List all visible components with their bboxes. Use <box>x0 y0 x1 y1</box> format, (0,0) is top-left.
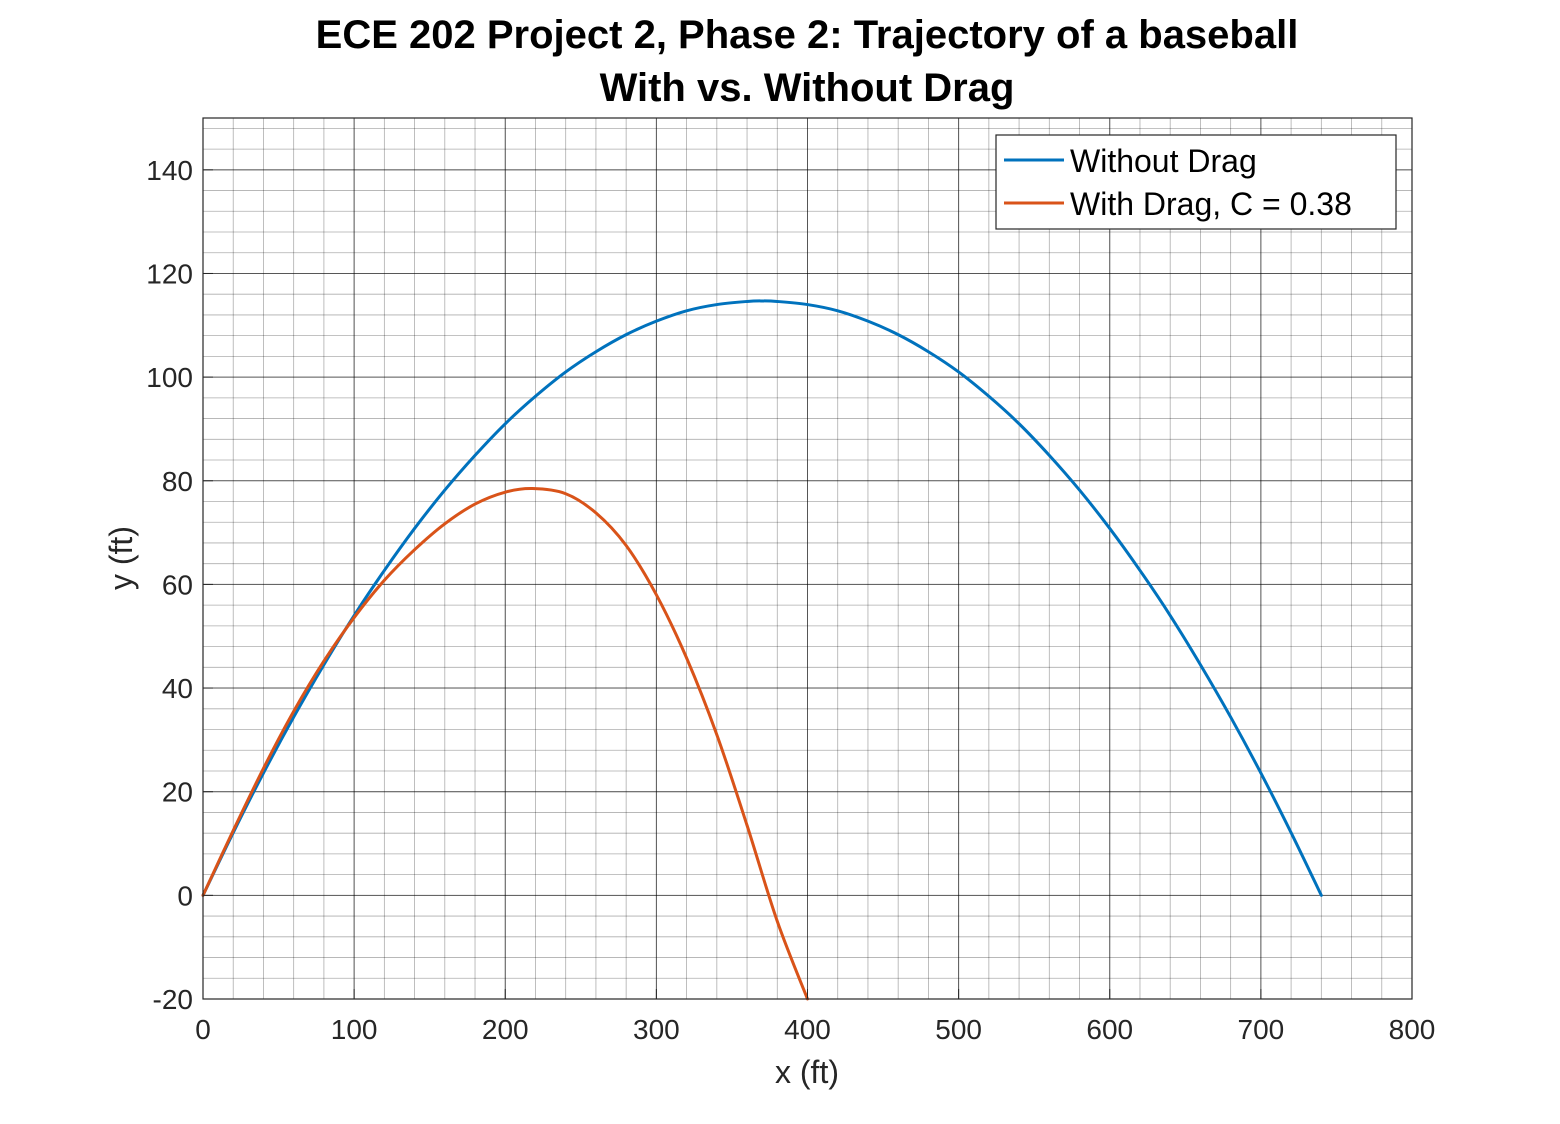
x-axis-ticks: 0 100 200 300 400 500 600 700 800 <box>195 989 1435 1045</box>
y-tick-label: -20 <box>153 984 193 1015</box>
y-axis-ticks: -20 0 20 40 60 80 100 120 140 <box>146 155 213 1015</box>
y-tick-label: 100 <box>146 362 193 393</box>
x-tick-label: 0 <box>195 1014 211 1045</box>
chart-title-line-2: With vs. Without Drag <box>600 66 1015 110</box>
x-tick-label: 600 <box>1086 1014 1133 1045</box>
chart-title-line-1: ECE 202 Project 2, Phase 2: Trajectory o… <box>316 13 1299 57</box>
y-tick-label: 60 <box>162 569 193 600</box>
y-tick-label: 140 <box>146 155 193 186</box>
x-tick-label: 100 <box>331 1014 378 1045</box>
y-tick-label: 80 <box>162 466 193 497</box>
x-tick-label: 800 <box>1389 1014 1436 1045</box>
x-axis-label: x (ft) <box>775 1054 839 1090</box>
legend-box <box>995 134 1397 230</box>
legend-label-without-drag: Without Drag <box>1070 143 1257 179</box>
y-tick-label: 20 <box>162 777 193 808</box>
x-tick-label: 500 <box>935 1014 982 1045</box>
x-tick-label: 200 <box>482 1014 529 1045</box>
y-tick-label: 40 <box>162 673 193 704</box>
x-tick-label: 400 <box>784 1014 831 1045</box>
x-tick-label: 300 <box>633 1014 680 1045</box>
x-tick-label: 700 <box>1238 1014 1285 1045</box>
legend: Without Drag With Drag, C = 0.38 <box>995 134 1397 230</box>
legend-label-with-drag: With Drag, C = 0.38 <box>1070 186 1352 222</box>
y-tick-label: 120 <box>146 258 193 289</box>
y-axis-label: y (ft) <box>103 526 139 590</box>
series-without-drag <box>201 299 1323 897</box>
series-layer <box>201 299 1323 1001</box>
series-with-drag-c-0-38 <box>201 487 809 1001</box>
y-tick-label: 0 <box>177 880 193 911</box>
